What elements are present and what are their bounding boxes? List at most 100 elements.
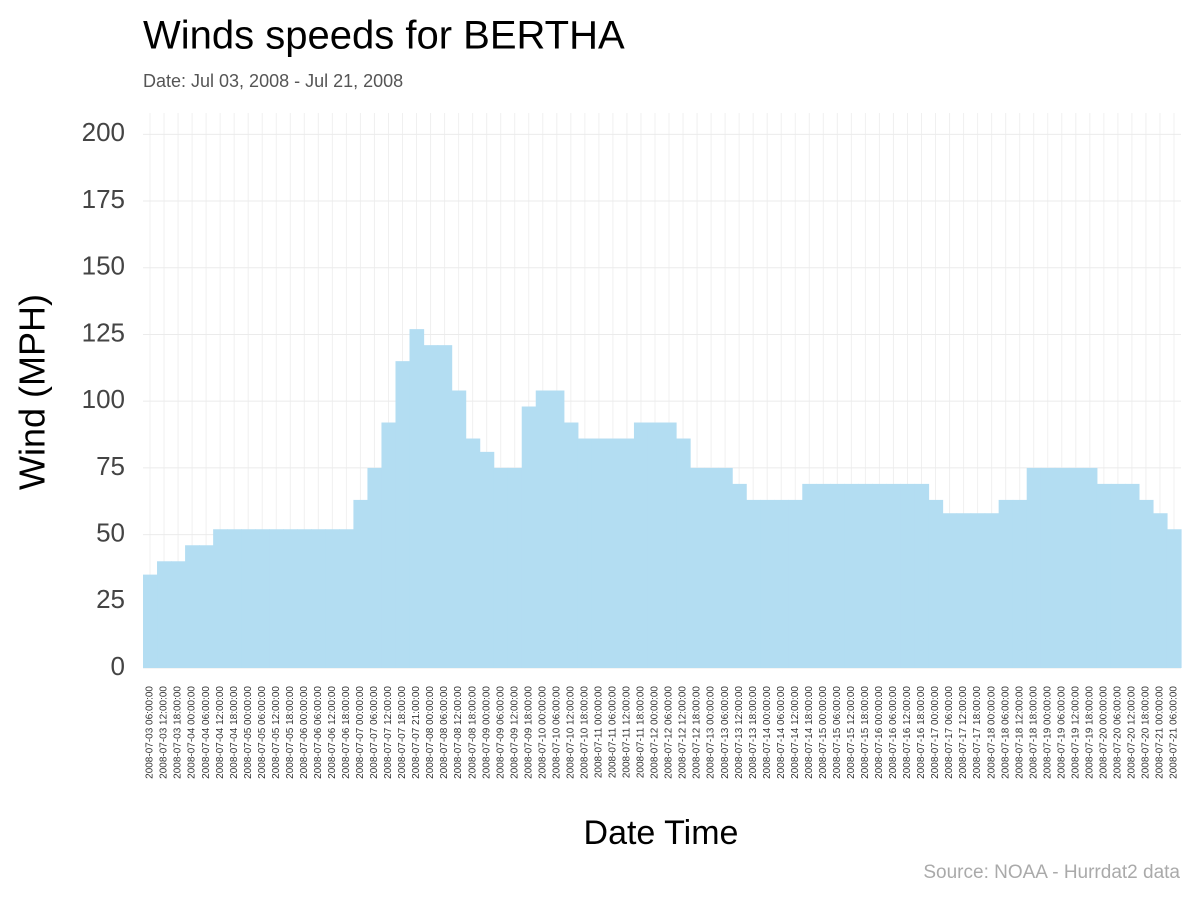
bar [493, 467, 509, 668]
bar [185, 545, 200, 668]
bar [872, 483, 888, 668]
y-tick-label: 100 [82, 384, 125, 414]
x-tick-label: 2008-07-14 12:00:00 [790, 686, 801, 779]
bar [1026, 467, 1042, 668]
bar [816, 483, 831, 668]
bar [788, 499, 803, 668]
x-tick-label: 2008-07-06 18:00:00 [341, 686, 352, 779]
bar [830, 483, 845, 668]
bar [297, 529, 312, 668]
x-tick-label: 2008-07-08 06:00:00 [439, 686, 450, 779]
x-tick-label: 2008-07-07 21:00:00 [411, 686, 422, 779]
bar [507, 467, 523, 668]
bar [718, 467, 733, 668]
bar [157, 561, 172, 668]
bar [942, 513, 958, 668]
bar [633, 422, 649, 668]
x-tick-label: 2008-07-05 00:00:00 [243, 686, 254, 779]
bar [381, 422, 397, 668]
x-tick-label: 2008-07-05 18:00:00 [285, 686, 296, 779]
bar [760, 499, 775, 668]
bar [1040, 467, 1056, 668]
bar [409, 329, 425, 668]
x-tick-label: 2008-07-07 18:00:00 [397, 686, 408, 779]
bar [802, 483, 817, 668]
y-axis-title: Wind (MPH) [12, 294, 53, 490]
x-tick-label: 2008-07-21 06:00:00 [1169, 686, 1180, 779]
x-tick-label: 2008-07-19 18:00:00 [1084, 686, 1095, 779]
x-tick-label: 2008-07-15 06:00:00 [832, 686, 843, 779]
x-tick-label: 2008-07-08 18:00:00 [467, 686, 478, 779]
caption: Source: NOAA - Hurrdat2 data [923, 862, 1180, 883]
x-tick-label: 2008-07-09 12:00:00 [509, 686, 520, 779]
x-tick-label: 2008-07-15 00:00:00 [818, 686, 829, 779]
x-tick-label: 2008-07-10 18:00:00 [579, 686, 590, 779]
x-tick-label: 2008-07-16 12:00:00 [902, 686, 913, 779]
bar [662, 422, 677, 668]
x-tick-label: 2008-07-04 00:00:00 [187, 686, 198, 779]
x-tick-label: 2008-07-07 00:00:00 [355, 686, 366, 779]
bar [465, 438, 481, 668]
bar [451, 390, 467, 668]
bar [844, 483, 859, 668]
bar [423, 345, 439, 668]
x-tick-label: 2008-07-04 12:00:00 [215, 686, 226, 779]
x-tick-label: 2008-07-15 12:00:00 [846, 686, 857, 779]
bar [241, 529, 256, 668]
x-tick-label: 2008-07-09 18:00:00 [523, 686, 534, 779]
y-tick-label: 125 [82, 317, 125, 347]
x-tick-label: 2008-07-17 00:00:00 [930, 686, 941, 779]
x-tick-label: 2008-07-14 00:00:00 [762, 686, 773, 779]
bar [1152, 513, 1168, 668]
bar [171, 561, 186, 668]
x-tick-label: 2008-07-16 00:00:00 [874, 686, 885, 779]
x-tick-label: 2008-07-20 00:00:00 [1098, 686, 1109, 779]
bar [1166, 529, 1182, 668]
bar [367, 467, 383, 668]
x-tick-label: 2008-07-12 06:00:00 [664, 686, 675, 779]
bar [437, 345, 453, 668]
x-tick-label: 2008-07-11 00:00:00 [594, 686, 605, 779]
bar [269, 529, 284, 668]
bar [255, 529, 270, 668]
x-tick-label: 2008-07-18 06:00:00 [1000, 686, 1011, 779]
bar [998, 499, 1014, 668]
x-tick-label: 2008-07-18 18:00:00 [1028, 686, 1039, 779]
bar [325, 529, 340, 668]
bar [970, 513, 986, 668]
x-tick-label: 2008-07-10 06:00:00 [551, 686, 562, 779]
chart-subtitle: Date: Jul 03, 2008 - Jul 21, 2008 [143, 71, 403, 91]
x-tick-label: 2008-07-03 12:00:00 [159, 686, 170, 779]
x-tick-label: 2008-07-04 06:00:00 [201, 686, 212, 779]
x-tick-label: 2008-07-04 18:00:00 [229, 686, 240, 779]
y-tick-label: 175 [82, 184, 125, 214]
y-tick-label: 0 [111, 651, 125, 681]
x-tick-label: 2008-07-19 06:00:00 [1056, 686, 1067, 779]
bar [647, 422, 663, 668]
bar [774, 499, 789, 668]
x-tick-label: 2008-07-21 00:00:00 [1155, 686, 1166, 779]
bar [311, 529, 326, 668]
x-tick-label: 2008-07-07 06:00:00 [369, 686, 380, 779]
bar [676, 438, 691, 668]
bar [1138, 499, 1154, 668]
bar [956, 513, 972, 668]
bar [563, 422, 579, 668]
x-tick-label: 2008-07-06 06:00:00 [313, 686, 324, 779]
x-tick-label: 2008-07-12 18:00:00 [692, 686, 703, 779]
bar [143, 574, 158, 668]
bar [619, 438, 635, 668]
bar [353, 499, 369, 668]
x-tick-label: 2008-07-18 00:00:00 [986, 686, 997, 779]
x-axis-title: Date Time [584, 814, 739, 852]
bar [914, 483, 930, 668]
x-tick-label: 2008-07-03 18:00:00 [173, 686, 184, 779]
chart-title: Winds speeds for BERTHA [143, 14, 625, 58]
x-tick-label: 2008-07-13 00:00:00 [706, 686, 717, 779]
bar [395, 361, 411, 668]
bar [227, 529, 242, 668]
x-tick-label: 2008-07-05 12:00:00 [271, 686, 282, 779]
bar [984, 513, 1000, 668]
x-tick-label: 2008-07-11 06:00:00 [608, 686, 619, 779]
bar [1124, 483, 1140, 668]
